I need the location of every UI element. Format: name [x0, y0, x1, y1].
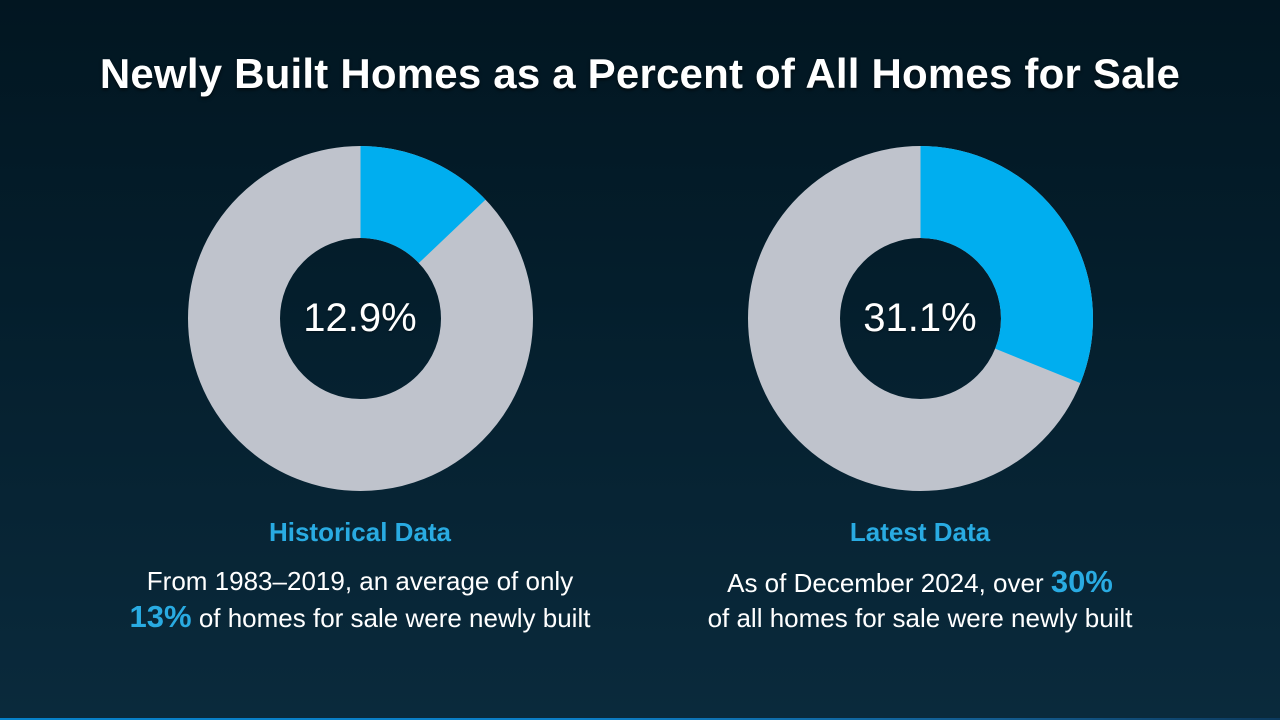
- caption-emphasis-percent: 30%: [1050, 564, 1113, 599]
- source-bar: Source: NAHB, Census, NAR: [0, 718, 1280, 720]
- caption-line2: of all homes for sale were newly built: [707, 603, 1133, 633]
- historical-percent-value: 12.9%: [303, 296, 417, 340]
- page-title: Newly Built Homes as a Percent of All Ho…: [99, 50, 1181, 97]
- historical-data-heading: Historical Data: [268, 517, 452, 547]
- donut-value-arc: [187, 146, 533, 491]
- latest-percent-value: 31.1%: [863, 296, 977, 340]
- historical-donut-chart: 12.9%: [187, 146, 533, 491]
- donut-svg: [747, 146, 1093, 491]
- caption-line1: From 1983–2019, an average of only: [146, 566, 574, 596]
- caption-line2-rest: of homes for sale were newly built: [191, 603, 591, 633]
- donut-svg: [187, 146, 533, 491]
- historical-data-caption: From 1983–2019, an average of only 13% o…: [130, 564, 591, 636]
- latest-donut-chart: 31.1%: [747, 146, 1093, 491]
- latest-data-heading: Latest Data: [849, 517, 991, 547]
- latest-column: 31.1% Latest Data As of December 2024, o…: [640, 146, 1200, 636]
- caption-line1-pre: As of December 2024, over: [727, 568, 1051, 598]
- caption-emphasis-percent: 13%: [129, 599, 192, 634]
- historical-column: 12.9% Historical Data From 1983–2019, an…: [80, 146, 640, 636]
- charts-row: 12.9% Historical Data From 1983–2019, an…: [80, 146, 1200, 636]
- latest-data-caption: As of December 2024, over 30% of all hom…: [708, 564, 1133, 636]
- donut-value-arc: [747, 146, 1093, 491]
